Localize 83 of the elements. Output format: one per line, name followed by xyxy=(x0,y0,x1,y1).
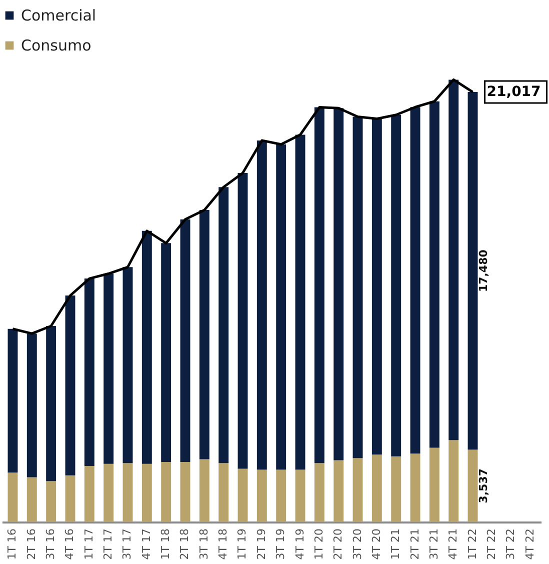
legend-label: Comercial xyxy=(21,6,96,24)
x-tick-label: 1T 19 xyxy=(236,528,249,560)
x-tick-label: 4T 18 xyxy=(216,528,230,560)
bar xyxy=(410,453,420,522)
data-label: 17,480 xyxy=(476,249,490,292)
bar xyxy=(238,468,248,522)
bar xyxy=(84,278,94,466)
x-tick-label: 3T 19 xyxy=(274,528,288,560)
bar xyxy=(314,107,324,464)
x-tick-label: 4T 20 xyxy=(370,528,383,560)
bar xyxy=(161,462,172,522)
bar xyxy=(468,450,478,522)
bar xyxy=(391,114,402,456)
x-tick-label: 2T 21 xyxy=(408,528,422,560)
bar xyxy=(65,475,76,522)
bar xyxy=(276,144,286,470)
x-tick-label: 3T 18 xyxy=(197,528,210,560)
x-tick-label: 4T 16 xyxy=(63,528,76,560)
x-tick-label: 3T 17 xyxy=(120,528,134,560)
bar xyxy=(448,440,459,522)
bar xyxy=(26,477,37,522)
bar xyxy=(122,463,133,522)
data-label: 3,537 xyxy=(476,468,490,504)
bar xyxy=(276,470,286,522)
bar xyxy=(46,481,56,522)
bar xyxy=(199,459,210,522)
bar xyxy=(46,326,56,482)
bar xyxy=(352,116,363,458)
bar xyxy=(122,267,133,464)
bar xyxy=(256,470,267,522)
bar xyxy=(65,296,76,476)
bar xyxy=(161,243,172,462)
bar xyxy=(142,464,152,522)
bar xyxy=(8,472,18,522)
x-tick-label: 1T 20 xyxy=(312,528,326,560)
bar xyxy=(410,107,420,454)
bar xyxy=(295,470,306,522)
x-tick-label: 1T 21 xyxy=(389,528,402,560)
x-tick-label: 3T 22 xyxy=(504,528,518,560)
bar xyxy=(218,187,229,464)
bar xyxy=(391,456,402,522)
bar xyxy=(429,448,440,522)
bar xyxy=(256,140,267,470)
x-tick-label: 2T 17 xyxy=(102,528,115,560)
bar xyxy=(142,230,152,464)
x-tick-label: 1T 16 xyxy=(6,528,19,560)
bar xyxy=(104,464,114,522)
bar xyxy=(8,328,18,472)
x-tick-label: 4T 19 xyxy=(293,528,306,560)
x-tick-label: 2T 16 xyxy=(24,528,38,560)
x-tick-label: 4T 17 xyxy=(140,528,153,560)
bar xyxy=(180,462,190,522)
bar xyxy=(26,334,37,478)
bar xyxy=(199,210,210,460)
bar xyxy=(314,463,324,522)
x-tick-label: 2T 22 xyxy=(484,528,498,560)
x-tick-label: 2T 19 xyxy=(254,528,268,560)
bar xyxy=(429,101,440,448)
bar xyxy=(468,92,478,450)
bar xyxy=(334,108,344,460)
x-tick-label: 4T 21 xyxy=(446,528,460,560)
bar xyxy=(372,454,382,522)
x-tick-label: 2T 18 xyxy=(178,528,192,560)
bar xyxy=(218,463,229,522)
x-tick-label: 1T 17 xyxy=(82,528,96,560)
bar xyxy=(352,458,363,522)
bar xyxy=(295,134,306,470)
bar xyxy=(84,466,94,522)
data-label: 21,017 xyxy=(486,84,541,100)
x-tick-label: 4T 22 xyxy=(523,528,536,560)
bar xyxy=(372,118,382,454)
bar xyxy=(334,460,344,522)
x-tick-label: 3T 16 xyxy=(44,528,58,560)
x-tick-label: 1T 18 xyxy=(159,528,172,560)
x-tick-label: 2T 20 xyxy=(332,528,345,560)
bar xyxy=(448,80,459,440)
bar xyxy=(238,172,248,469)
x-tick-label: 3T 21 xyxy=(427,528,440,560)
bar xyxy=(180,219,190,462)
x-tick-label: 3T 20 xyxy=(350,528,364,560)
bar xyxy=(104,274,114,464)
legend-label: Consumo xyxy=(21,36,92,54)
x-tick-label: 1T 22 xyxy=(466,528,479,560)
